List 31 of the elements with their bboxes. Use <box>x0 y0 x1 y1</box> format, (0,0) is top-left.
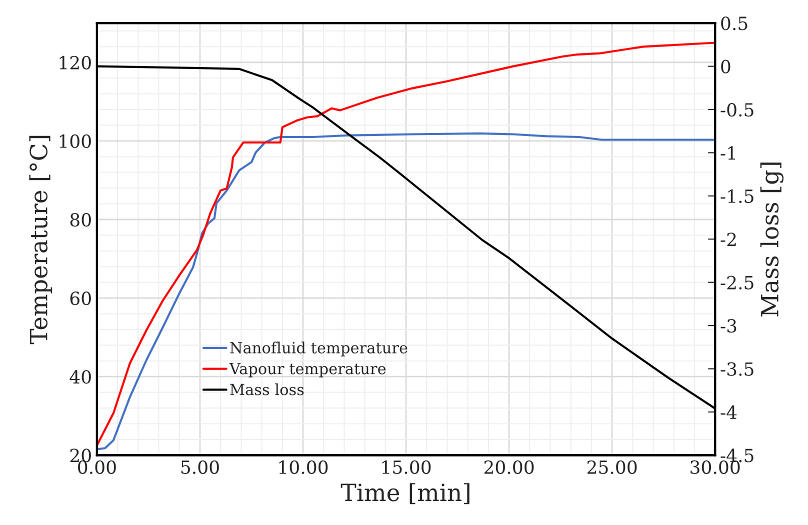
y2-tick-label: -2 <box>720 232 736 246</box>
x-tick-label: 15.00 <box>382 460 431 474</box>
y2-tick-label: -3 <box>720 319 736 333</box>
y-tick-label: 80 <box>70 212 91 227</box>
y2-axis-title: Mass loss [g] <box>760 162 784 316</box>
legend-label: Vapour temperature <box>229 363 386 378</box>
legend-label: Nanofluid temperature <box>230 342 408 356</box>
x-tick-label: 0.00 <box>78 460 116 474</box>
y2-tick-label: 0 <box>721 60 730 74</box>
y-tick-label: 100 <box>60 134 91 148</box>
y2-tick-label: -4.5 <box>720 448 754 462</box>
y2-tick-label: -1.5 <box>720 189 754 204</box>
y2-tick-label: -2.5 <box>720 276 754 290</box>
legend-label: Mass loss <box>230 383 304 396</box>
y-tick-label: 60 <box>70 292 91 306</box>
x-tick-label: 10.00 <box>279 460 328 474</box>
line-series <box>96 132 716 450</box>
y2-tick-label: -0.5 <box>720 102 754 117</box>
x-tick-label: 25.00 <box>587 460 637 474</box>
x-tick-label: 20.00 <box>484 460 534 474</box>
y-tick-label: 20 <box>70 448 91 462</box>
y2-tick-label: -1 <box>720 146 735 160</box>
y-tick-label: 120 <box>60 56 91 70</box>
y2-tick-label: -4 <box>720 405 737 419</box>
x-axis-title: Time [min] <box>340 483 470 504</box>
y2-tick-label: -3.5 <box>720 362 754 376</box>
y-axis-title: Temperature [°C] <box>29 136 52 344</box>
y2-tick-label: 0.5 <box>721 16 748 30</box>
x-tick-label: 30.00 <box>690 460 740 474</box>
y-tick-label: 40 <box>70 370 91 384</box>
x-tick-label: 5.00 <box>181 460 219 474</box>
